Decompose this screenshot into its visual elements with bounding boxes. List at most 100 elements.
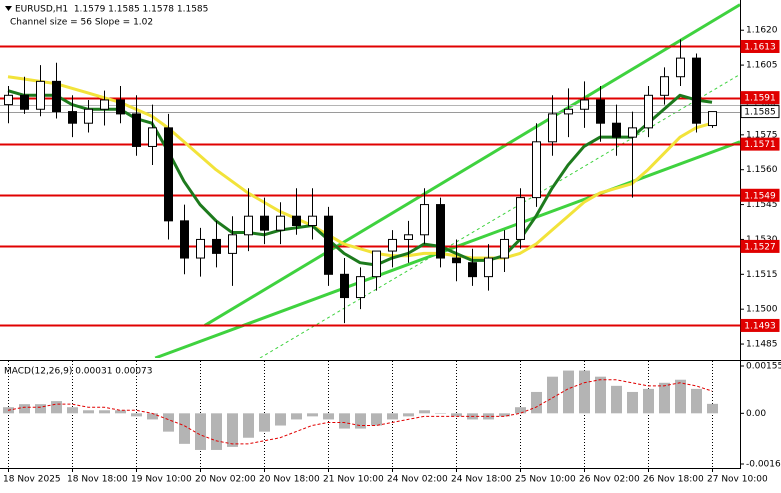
macd-bar (243, 413, 254, 438)
macd-bar (387, 413, 398, 420)
level-label-box (740, 91, 780, 105)
candle-body (420, 204, 429, 236)
x-tick-label: 26 Nov 18:00 (643, 475, 704, 485)
candle-body (388, 238, 397, 252)
candle-body (580, 99, 589, 110)
macd-bar (563, 370, 574, 414)
candle-body (612, 122, 621, 138)
axes (0, 0, 781, 469)
x-tick-label: 18 Nov 18:00 (67, 475, 128, 485)
candle-body (468, 262, 477, 278)
candle-body (244, 215, 253, 236)
macd-bar (531, 391, 542, 414)
macd-bar (435, 413, 446, 414)
candle-body (692, 57, 701, 124)
macd-bar (211, 413, 222, 450)
y-tick-label: 1.1575 (746, 130, 778, 140)
candle-body (100, 99, 109, 110)
macd-bar (659, 382, 670, 414)
candle-body (484, 257, 493, 278)
candle-body (84, 108, 93, 124)
y-tick-label: 1.1620 (746, 26, 778, 36)
candle-body (596, 99, 605, 124)
y-tick-label: 1.1560 (746, 165, 778, 175)
macd-bar (451, 413, 462, 417)
macd-title: MACD(12,26,9) 0.00031 0.00073 (4, 367, 153, 377)
y-tick-label: 0.00155 (746, 362, 781, 372)
y-tick-label: 1.1515 (746, 270, 778, 280)
macd-bar (595, 376, 606, 414)
level-label-box (740, 318, 780, 332)
x-tick-label: 26 Nov 02:00 (579, 475, 640, 485)
macd-bar (307, 413, 318, 417)
macd-bar (163, 413, 174, 432)
macd-bar (627, 391, 638, 414)
macd-bar (371, 413, 382, 426)
macd-bar (579, 370, 590, 414)
candle-body (164, 127, 173, 222)
level-label: 1.1591 (744, 94, 776, 104)
candle-body (4, 94, 13, 106)
chart-title: EURUSD,H1 1.1579 1.1585 1.1578 1.1585 (15, 5, 208, 15)
candle-body (532, 141, 541, 199)
candle-body (356, 276, 365, 299)
x-tick-label: 20 Nov 18:00 (259, 475, 320, 485)
price-plot (0, 3, 740, 358)
level-label: 1.1527 (744, 242, 776, 252)
macd-bar (227, 413, 238, 447)
macd-bar (99, 410, 110, 414)
macd-bar (259, 413, 270, 432)
candle-body (148, 127, 157, 147)
candle-body (292, 215, 301, 226)
candle-body (708, 111, 717, 127)
level-label-box (740, 39, 780, 53)
channel-line (204, 3, 740, 327)
candle-body (324, 215, 333, 275)
x-tick-label: 20 Nov 02:00 (195, 475, 256, 485)
chart-subtitle: Channel size = 56 Slope = 1.02 (10, 18, 153, 28)
moving-average (7, 89, 713, 267)
x-tick-label: 21 Nov 10:00 (323, 475, 384, 485)
candle-body (212, 238, 221, 254)
x-tick-label: 24 Nov 18:00 (451, 475, 512, 485)
signal-line (7, 379, 713, 445)
candle-body (340, 273, 349, 299)
macd-bar (515, 407, 526, 414)
macd-bar (147, 413, 158, 420)
candle-body (436, 204, 445, 259)
macd-bar (547, 376, 558, 414)
candle-body (452, 257, 461, 264)
macd-bar (115, 410, 126, 414)
candle-body (260, 215, 269, 231)
y-tick-label: 1.1500 (746, 305, 778, 315)
level-label: 1.1613 (744, 42, 776, 52)
macd-bar (675, 379, 686, 414)
y-tick-label: 1.1485 (746, 340, 778, 350)
macd-bar (691, 388, 702, 414)
candle-body (196, 238, 205, 259)
macd-bar (179, 413, 190, 444)
macd-bar (35, 404, 46, 414)
macd-bar (67, 407, 78, 414)
macd-bar (51, 401, 62, 414)
macd-bar (611, 385, 622, 414)
level-label: 1.1571 (744, 140, 776, 150)
x-tick-label: 24 Nov 02:00 (387, 475, 448, 485)
macd-bar (403, 413, 414, 417)
candle-body (36, 80, 45, 110)
candle-body (52, 80, 61, 113)
macd-bar (275, 413, 286, 426)
candle-body (676, 57, 685, 78)
x-tick-label: 27 Nov 10:00 (707, 475, 768, 485)
candle-body (180, 220, 189, 259)
moving-average (7, 75, 713, 260)
level-label-box (740, 105, 780, 119)
candle-body (628, 127, 637, 138)
candle-body (500, 238, 509, 259)
macd-bar (291, 413, 302, 420)
x-tick-label: 25 Nov 10:00 (515, 475, 576, 485)
symbol-menu-icon[interactable] (5, 6, 12, 11)
candle-body (548, 113, 557, 143)
